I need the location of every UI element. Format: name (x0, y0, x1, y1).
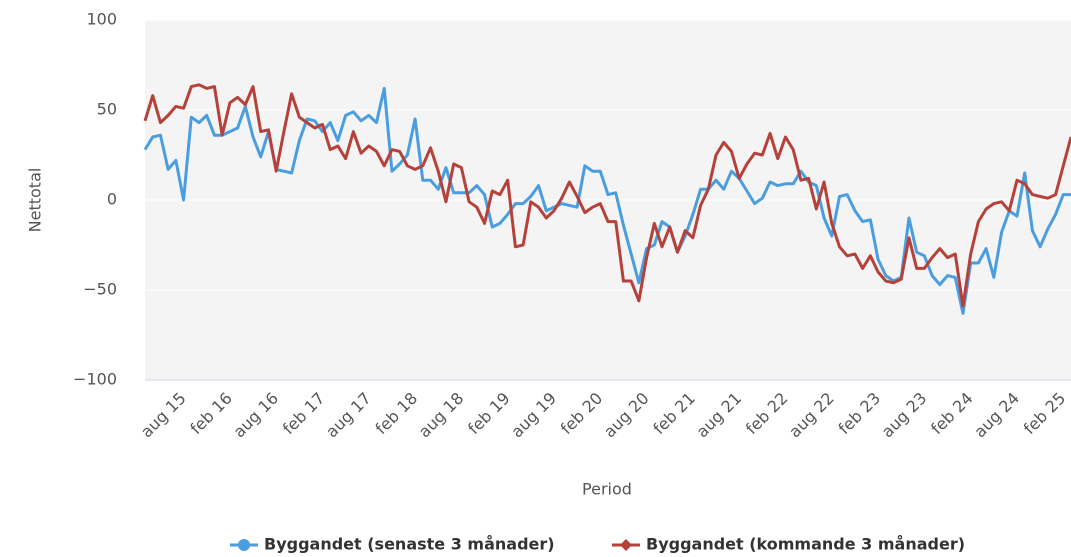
y-axis-title: Nettotal (26, 168, 45, 233)
x-tick-label: feb 21 (649, 389, 699, 439)
x-tick-label: aug 20 (600, 389, 653, 442)
legend-marker (620, 539, 632, 551)
x-tick-label: aug 21 (692, 389, 745, 442)
x-tick-label: feb 16 (186, 389, 236, 439)
x-tick-label: feb 25 (1020, 389, 1070, 439)
legend-text: Byggandet (senaste 3 månader) (264, 535, 555, 554)
x-tick-label: feb 19 (464, 389, 514, 439)
x-tick-label: feb 18 (372, 389, 422, 439)
x-tick-label: feb 22 (742, 389, 792, 439)
y-tick-label: 50 (97, 100, 117, 119)
series-line (143, 86, 1071, 315)
legend-marker (238, 539, 250, 551)
x-tick-label: feb 20 (557, 389, 607, 439)
x-tick-label: aug 15 (137, 389, 190, 442)
x-tick-label: aug 16 (229, 389, 282, 442)
x-tick-label: aug 22 (785, 389, 838, 442)
x-tick-label: aug 23 (878, 389, 931, 442)
x-tick-label: feb 24 (927, 389, 977, 439)
x-axis-title: Period (582, 480, 632, 499)
legend-text: Byggandet (kommande 3 månader) (646, 535, 965, 554)
y-tick-label: 0 (107, 190, 117, 209)
x-tick-label: aug 18 (415, 389, 468, 442)
x-tick-label: aug 17 (322, 389, 375, 442)
x-tick-label: feb 17 (279, 389, 329, 439)
y-tick-label: 100 (86, 10, 117, 29)
series-line (143, 83, 1071, 308)
y-tick-label: −50 (83, 280, 117, 299)
x-tick-label: feb 23 (835, 389, 885, 439)
y-tick-label: −100 (73, 370, 117, 389)
x-tick-label: aug 24 (970, 389, 1023, 442)
x-tick-label: aug 19 (507, 389, 560, 442)
